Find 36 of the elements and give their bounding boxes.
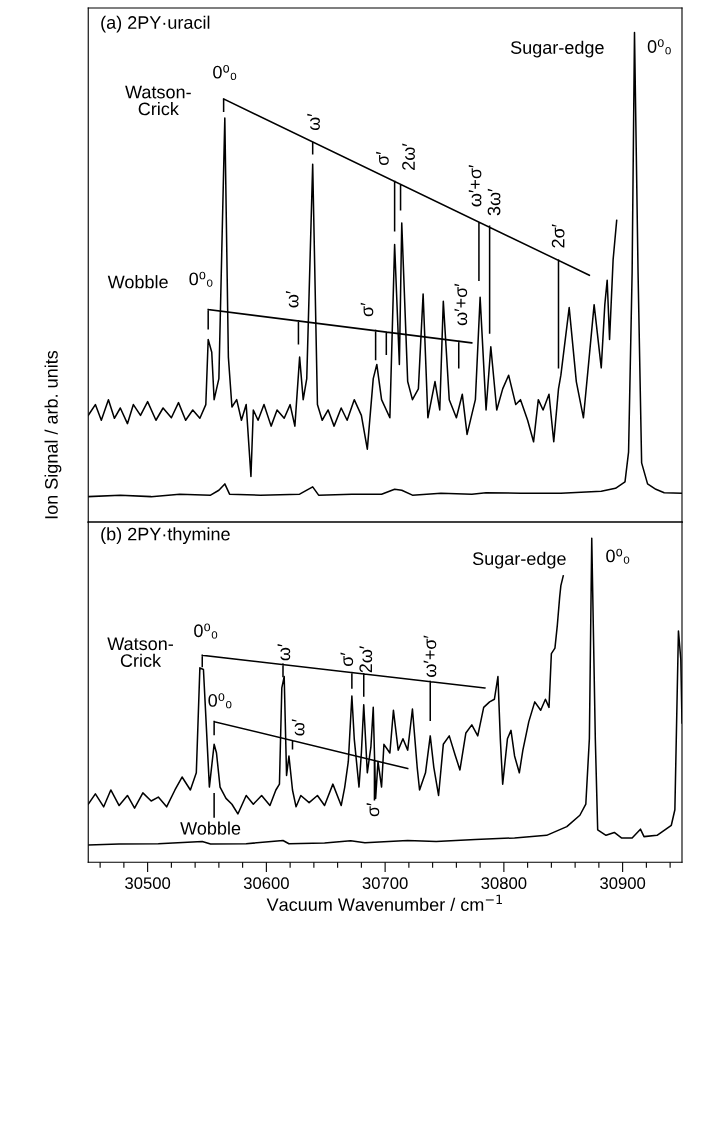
annotation: σ′ xyxy=(376,151,389,166)
annotation: 0⁰₀ xyxy=(194,623,218,639)
annotation: Sugar-edge xyxy=(472,551,566,569)
x-tick-label: 30800 xyxy=(481,877,527,890)
annotation: 2σ′ xyxy=(551,224,565,248)
annotation: 3ω′ xyxy=(487,188,501,216)
x-tick-label: 30500 xyxy=(125,877,171,890)
x-axis-title: Vacuum Wavenumber / cm$^{−1}$ xyxy=(266,894,502,912)
annotation: σ′ xyxy=(360,302,374,317)
annotation: 0⁰₀ xyxy=(189,271,213,287)
annotation: ω′+σ′ xyxy=(454,283,468,326)
annotation: Sugar-edge xyxy=(510,40,604,58)
y-axis-title: Ion Signal / arb. units xyxy=(44,350,62,519)
chart-title: (b) 2PY·thymine xyxy=(101,527,230,545)
annotation: 0⁰₀ xyxy=(647,39,671,55)
x-tick-label: 30600 xyxy=(243,877,289,890)
annotation: σ′ xyxy=(340,652,354,667)
annotation: 0⁰₀ xyxy=(606,548,630,564)
annotation: ω′ xyxy=(285,291,299,308)
annotation: σ′ xyxy=(366,802,380,817)
annotation: ω′+σ′ xyxy=(468,164,482,207)
annotation: ω′ xyxy=(277,643,291,661)
annotation: 0⁰₀ xyxy=(213,65,237,81)
annotation: ω′+σ′ xyxy=(423,635,437,677)
annotation: 0⁰₀ xyxy=(208,693,232,709)
annotation: Watson- Crick xyxy=(125,85,191,116)
x-tick-label: 30900 xyxy=(600,877,646,890)
chart-title: (a) 2PY·uracil xyxy=(101,15,210,33)
annotation: 2ω′ xyxy=(359,646,373,673)
annotation: Watson- Crick xyxy=(107,637,173,667)
annotation: Wobble xyxy=(180,821,241,835)
annotation: Wobble xyxy=(107,275,168,289)
annotation: ω′ xyxy=(307,113,320,131)
annotation: 2ω′ xyxy=(402,143,415,170)
x-tick-label: 30700 xyxy=(362,877,408,890)
annotation: ω′ xyxy=(291,719,305,736)
